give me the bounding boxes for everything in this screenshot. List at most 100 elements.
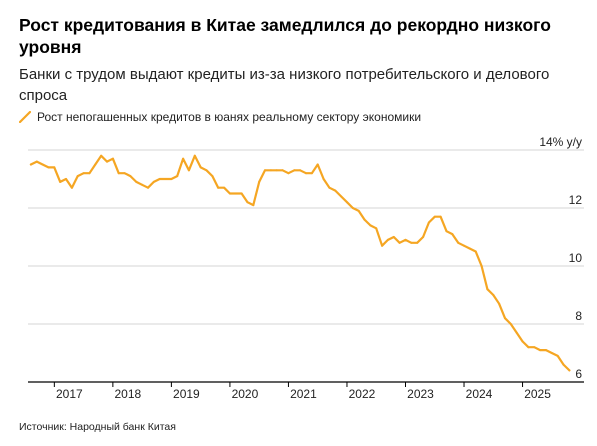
data-point — [70, 186, 73, 189]
data-point — [305, 172, 307, 175]
y-axis-labels: 14% y/y 12 10 8 6 — [539, 135, 582, 381]
data-point — [199, 166, 202, 169]
data-point — [427, 221, 430, 224]
data-point — [545, 349, 547, 352]
data-point — [217, 186, 220, 189]
data-point — [486, 288, 489, 291]
series-layer — [29, 154, 571, 372]
data-point — [187, 169, 190, 172]
data-point — [310, 172, 313, 175]
x-tick-label: 2019 — [173, 387, 200, 401]
data-point — [562, 363, 565, 366]
data-point — [386, 238, 389, 241]
data-point — [328, 186, 331, 189]
data-point — [170, 178, 173, 180]
data-point — [141, 183, 144, 186]
data-point — [509, 323, 512, 325]
data-point — [147, 186, 149, 189]
data-point — [176, 175, 179, 178]
y-tick-label: 10 — [569, 251, 583, 265]
data-point — [82, 172, 85, 175]
data-point — [123, 172, 126, 175]
data-point — [322, 178, 325, 180]
x-tick-label: 2018 — [115, 387, 142, 401]
data-point — [369, 224, 372, 227]
data-point — [568, 369, 571, 372]
x-tick-label: 2025 — [524, 387, 551, 401]
data-point — [76, 175, 79, 178]
data-point — [47, 166, 50, 169]
y-tick-label: 6 — [575, 367, 582, 381]
data-point — [498, 302, 501, 305]
data-point — [246, 201, 249, 204]
data-point — [539, 349, 542, 352]
data-point — [346, 201, 348, 204]
y-tick-label: 14% y/y — [539, 135, 582, 149]
data-point — [410, 241, 413, 244]
data-point — [152, 180, 155, 183]
data-point — [299, 169, 302, 172]
data-point — [357, 209, 360, 212]
series-line — [29, 154, 571, 372]
data-point — [398, 241, 401, 244]
data-point — [88, 172, 91, 175]
data-point — [94, 163, 97, 166]
data-point — [41, 163, 44, 166]
data-point — [281, 169, 284, 172]
x-tick-label: 2024 — [466, 387, 493, 401]
data-point — [504, 317, 506, 320]
data-point — [106, 160, 108, 163]
data-point — [474, 250, 477, 253]
x-tick-label: 2023 — [407, 387, 434, 401]
x-tick-label: 2022 — [349, 387, 376, 401]
legend-label: Рост непогашенных кредитов в юанях реаль… — [37, 110, 422, 124]
x-tick-label: 2020 — [232, 387, 259, 401]
data-point — [252, 204, 255, 207]
source-note: Источник: Народный банк Китая — [19, 421, 176, 433]
data-point — [492, 294, 495, 296]
data-point — [392, 236, 395, 238]
data-point — [463, 244, 465, 247]
data-point — [223, 186, 226, 189]
data-point — [293, 169, 296, 172]
data-point — [556, 354, 559, 357]
data-point — [287, 172, 290, 175]
data-point — [316, 163, 319, 166]
data-point — [381, 244, 384, 247]
legend: Рост непогашенных кредитов в юанях реаль… — [19, 110, 421, 124]
data-point — [158, 178, 161, 180]
x-tick-label: 2021 — [290, 387, 317, 401]
data-point — [117, 172, 120, 175]
data-point — [193, 154, 196, 157]
data-point — [258, 180, 261, 183]
data-point — [404, 238, 407, 241]
legend-line-icon — [19, 111, 31, 123]
data-point — [521, 340, 524, 343]
data-point — [264, 169, 266, 172]
data-point — [334, 189, 337, 192]
chart-subtitle: Банки с трудом выдают кредиты из-за низк… — [19, 66, 550, 104]
data-point — [100, 154, 103, 157]
data-point — [205, 169, 208, 172]
data-point — [451, 233, 454, 236]
data-point — [351, 207, 354, 209]
data-point — [240, 192, 243, 195]
chart-title: Рост кредитования в Китае замедлился до … — [19, 15, 551, 57]
gridlines — [28, 149, 584, 325]
data-point — [129, 175, 132, 178]
data-point — [363, 218, 366, 221]
x-axis-labels: 2017 2018 2019 2020 2021 2022 2023 2024 2025 — [53, 382, 551, 401]
data-point — [275, 169, 278, 172]
data-point — [29, 163, 32, 166]
data-point — [65, 178, 67, 180]
data-point — [445, 230, 448, 233]
data-point — [468, 247, 471, 250]
data-point — [527, 346, 530, 349]
data-point — [533, 346, 536, 349]
data-point — [340, 195, 343, 198]
data-point — [433, 215, 436, 218]
data-point — [269, 169, 272, 172]
y-tick-label: 8 — [575, 309, 582, 323]
data-point — [164, 178, 167, 180]
